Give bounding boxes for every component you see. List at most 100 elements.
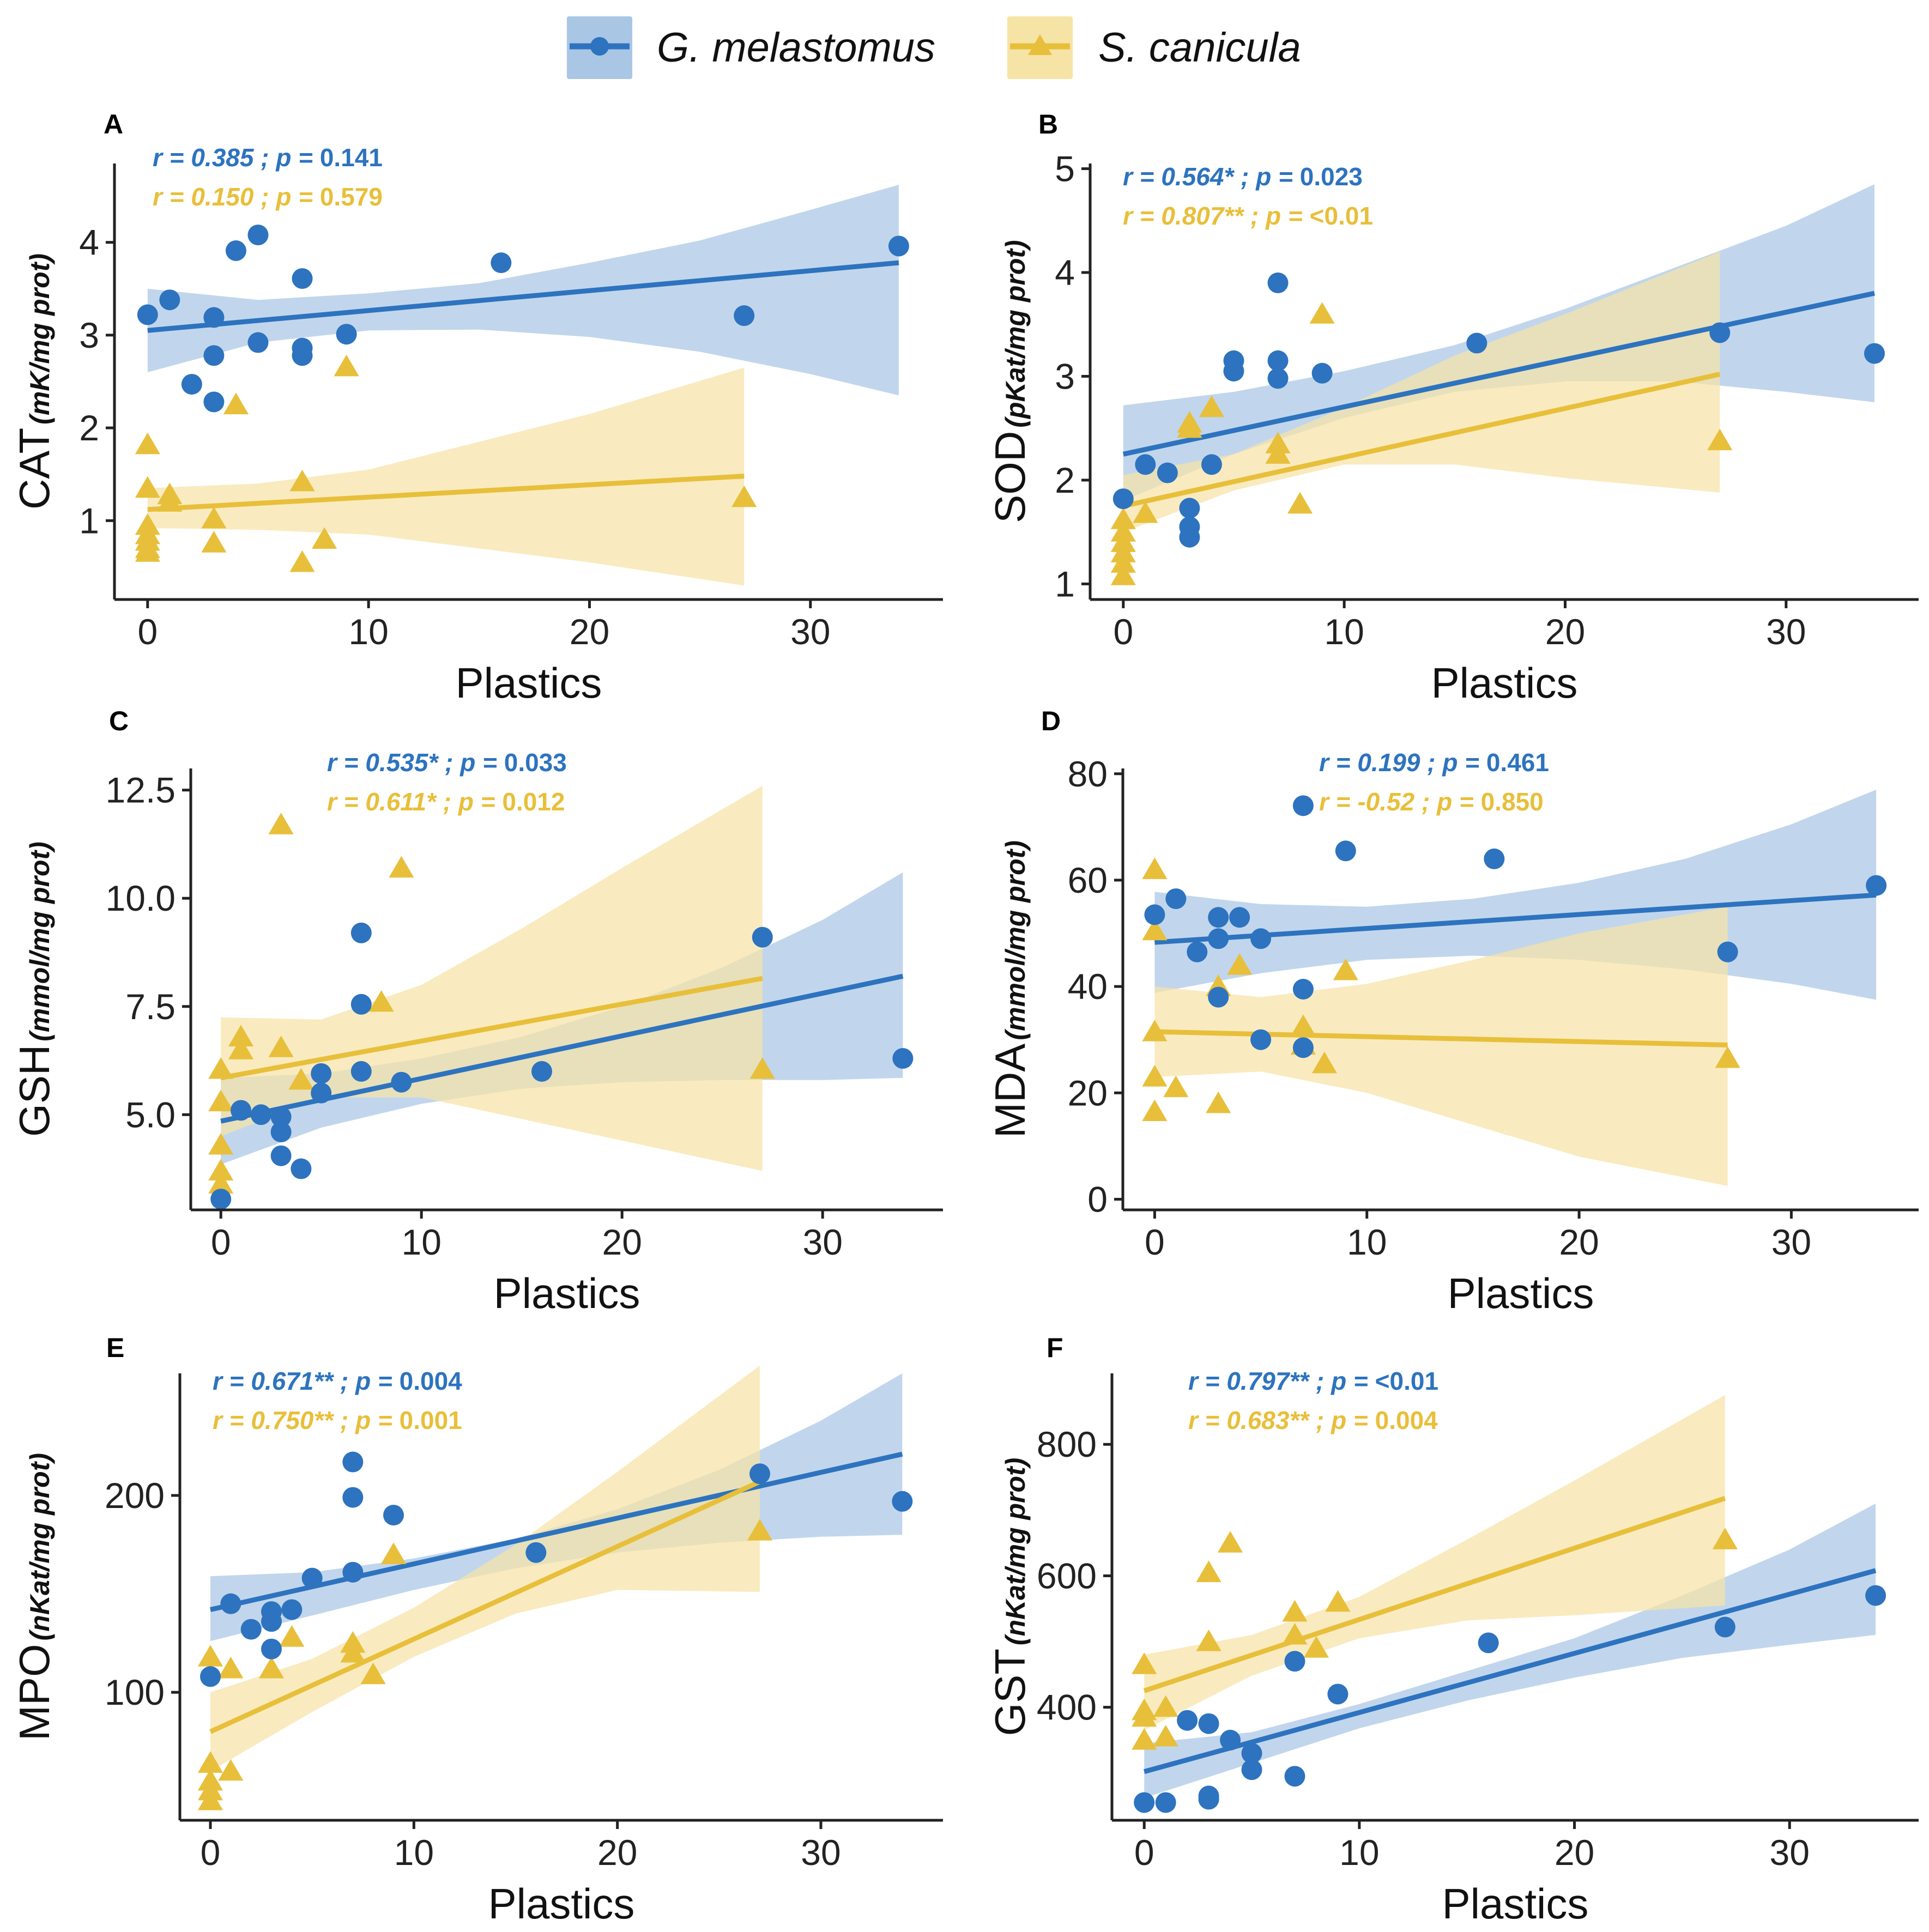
x-tick-label-c-20: 20 bbox=[602, 1222, 642, 1262]
x-tick-label-e-0: 0 bbox=[201, 1832, 221, 1873]
point-sc-b-6 bbox=[1133, 501, 1158, 523]
point-gm-b-9 bbox=[1267, 272, 1289, 294]
panel-letter-c: C bbox=[109, 706, 129, 736]
confidence-band-sc-a bbox=[147, 367, 745, 586]
stat-sep-sc-d: ; p = bbox=[1414, 788, 1480, 816]
point-sc-f-10 bbox=[1282, 1622, 1308, 1645]
y-axis-title-f: GST (nKat/mg prot) bbox=[986, 1458, 1034, 1736]
stat-r-sc-b: r = 0.807** bbox=[1123, 202, 1244, 230]
y-tick-label-e-1: 200 bbox=[105, 1475, 165, 1516]
point-sc-b-5 bbox=[1110, 564, 1136, 585]
point-sc-d-13 bbox=[1715, 1046, 1740, 1068]
point-gm-b-5 bbox=[1179, 526, 1200, 548]
y-tick-label-f-1: 600 bbox=[1037, 1555, 1097, 1596]
y-tick-label-f-0: 400 bbox=[1037, 1687, 1097, 1728]
point-sc-a-10 bbox=[201, 531, 227, 553]
stat-gm-d: r = 0.199 ; p = 0.461 bbox=[1319, 748, 1549, 777]
y-axis-title-unit-a: (mK/mg prot) bbox=[25, 253, 55, 425]
point-gm-b-10 bbox=[1267, 350, 1289, 371]
stat-r-sc-c: r = 0.611* bbox=[327, 788, 437, 816]
y-tick-label-c-1: 7.5 bbox=[125, 986, 176, 1027]
point-gm-e-13 bbox=[749, 1463, 770, 1485]
y-tick-label-c-0: 5.0 bbox=[125, 1094, 176, 1135]
point-gm-d-11 bbox=[1292, 1037, 1314, 1058]
stat-p-gm-a: 0.141 bbox=[320, 143, 383, 172]
x-tick-label-a-30: 30 bbox=[790, 611, 830, 652]
point-gm-c-15 bbox=[892, 1048, 914, 1069]
point-gm-d-0 bbox=[1144, 904, 1165, 925]
point-sc-a-6 bbox=[135, 540, 160, 562]
stat-sc-e: r = 0.750** ; p = 0.001 bbox=[213, 1406, 462, 1434]
point-gm-f-13 bbox=[1714, 1616, 1736, 1638]
y-tick-label-d-1: 20 bbox=[1068, 1073, 1108, 1113]
y-tick-label-d-3: 60 bbox=[1068, 860, 1108, 900]
point-gm-e-4 bbox=[261, 1611, 282, 1632]
point-gm-d-12 bbox=[1335, 840, 1356, 862]
panel-c: C 0 10 20 30 5.0 7.5 10.0 12.5 Plastics GSH (mmol/m… bbox=[10, 706, 943, 1317]
point-gm-c-5 bbox=[270, 1145, 292, 1166]
y-tick-label-a-1: 2 bbox=[79, 408, 99, 448]
point-gm-c-3 bbox=[270, 1106, 292, 1128]
point-sc-a-14 bbox=[311, 527, 337, 549]
stat-gm-b: r = 0.564* ; p = 0.023 bbox=[1123, 162, 1363, 191]
point-gm-f-0 bbox=[1134, 1792, 1155, 1813]
point-gm-e-12 bbox=[525, 1542, 547, 1563]
point-sc-e-7 bbox=[258, 1656, 285, 1679]
point-gm-d-4 bbox=[1208, 928, 1229, 949]
stat-gm-c: r = 0.535* ; p = 0.033 bbox=[327, 748, 567, 777]
point-sc-d-11 bbox=[1311, 1051, 1337, 1074]
x-tick-label-c-0: 0 bbox=[211, 1222, 231, 1262]
point-gm-e-14 bbox=[892, 1491, 913, 1512]
stat-p-sc-f: 0.004 bbox=[1375, 1406, 1438, 1434]
fit-line-gm-b bbox=[1122, 290, 1875, 457]
y-axis-title-c: GSH (mmol/mg prot) bbox=[10, 841, 58, 1137]
point-gm-a-0 bbox=[137, 304, 158, 325]
point-sc-f-6 bbox=[1196, 1560, 1222, 1582]
point-gm-d-9 bbox=[1292, 795, 1314, 816]
point-sc-c-1 bbox=[208, 1089, 234, 1112]
point-gm-a-12 bbox=[336, 324, 357, 345]
point-gm-e-1 bbox=[220, 1593, 241, 1614]
x-axis-title-d: Plastics bbox=[1448, 1269, 1594, 1317]
point-gm-a-8 bbox=[247, 332, 269, 353]
y-tick-label-a-3: 4 bbox=[79, 222, 99, 263]
y-axis-title-main-a: CAT bbox=[10, 428, 58, 510]
point-gm-a-14 bbox=[734, 305, 755, 326]
point-sc-c-4 bbox=[208, 1172, 234, 1194]
x-tick-label-e-20: 20 bbox=[597, 1832, 637, 1873]
point-gm-f-10 bbox=[1284, 1766, 1305, 1787]
stat-r-sc-d: r = -0.52 bbox=[1319, 788, 1415, 816]
fit-line-sc-b bbox=[1122, 372, 1721, 508]
x-tick-label-c-30: 30 bbox=[802, 1222, 842, 1262]
x-tick-label-f-20: 20 bbox=[1555, 1832, 1594, 1873]
stat-p-sc-b: <0.01 bbox=[1310, 202, 1373, 230]
point-gm-c-1 bbox=[231, 1100, 251, 1121]
legend-label-gm: G. melastomus bbox=[657, 25, 935, 71]
x-tick-label-a-10: 10 bbox=[348, 611, 388, 652]
y-tick-label-d-0: 0 bbox=[1087, 1179, 1108, 1219]
fit-line-gm-e bbox=[210, 1451, 903, 1612]
point-sc-b-4 bbox=[1110, 551, 1136, 573]
x-axis-title-c: Plastics bbox=[494, 1269, 640, 1317]
point-gm-f-1 bbox=[1155, 1792, 1176, 1813]
point-gm-c-8 bbox=[311, 1082, 332, 1104]
point-gm-a-2 bbox=[181, 374, 202, 395]
stat-sep-sc-a: ; p = bbox=[253, 183, 319, 211]
stat-sep-sc-f: ; p = bbox=[1309, 1406, 1375, 1434]
point-gm-b-12 bbox=[1311, 362, 1333, 384]
panel-b: B 0 10 20 30 1 2 3 4 5 Plastics SOD (pKat/mg prot) r … bbox=[986, 109, 1919, 707]
point-sc-e-12 bbox=[380, 1542, 407, 1564]
point-gm-a-7 bbox=[247, 225, 269, 246]
x-axis-title-f: Plastics bbox=[1442, 1880, 1589, 1928]
point-sc-c-8 bbox=[268, 1035, 294, 1057]
stat-p-sc-c: 0.012 bbox=[502, 788, 565, 816]
point-sc-c-9 bbox=[288, 1068, 314, 1090]
point-gm-e-0 bbox=[200, 1666, 221, 1687]
point-gm-e-5 bbox=[261, 1638, 282, 1660]
x-axis-title-b: Plastics bbox=[1431, 659, 1578, 707]
x-axis-title-e: Plastics bbox=[488, 1880, 635, 1928]
x-tick-label-a-20: 20 bbox=[570, 611, 609, 652]
stat-p-gm-c: 0.033 bbox=[504, 748, 567, 777]
point-gm-a-11 bbox=[292, 345, 313, 366]
